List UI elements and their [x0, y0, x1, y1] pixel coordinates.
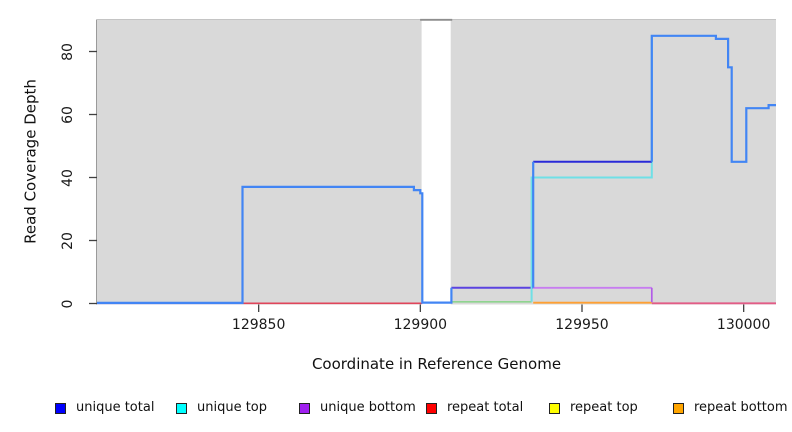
- masked-region: [421, 18, 451, 305]
- legend-item-unique-bottom: unique bottom: [299, 399, 416, 417]
- legend-label: repeat top: [570, 400, 638, 415]
- legend-item-repeat-total: repeat total: [426, 399, 523, 417]
- y-tick-label: 40: [60, 168, 76, 187]
- legend-swatch-icon: [176, 402, 187, 414]
- legend-label: repeat bottom: [694, 400, 788, 415]
- legend-label: repeat total: [447, 400, 524, 415]
- x-tick-label: 129850: [231, 317, 286, 333]
- x-axis-title: Coordinate in Reference Genome: [311, 355, 562, 373]
- y-tick-label: 20: [60, 231, 76, 250]
- x-tick-label: 130000: [716, 317, 771, 333]
- legend-item-unique-total: unique total: [55, 399, 154, 417]
- y-axis-title: Read Coverage Depth: [21, 79, 40, 244]
- legend-swatch-icon: [299, 402, 310, 414]
- x-tick-label: 129950: [555, 317, 609, 333]
- legend-item-unique-top: unique top: [176, 399, 267, 417]
- y-tick-label: 60: [60, 105, 76, 124]
- y-tick-label: 80: [60, 42, 76, 61]
- series-segment-azure-main-left: [97, 185, 453, 304]
- legend-item-repeat-top: repeat top: [549, 399, 638, 417]
- y-tick-label: 0: [60, 299, 76, 308]
- legend-swatch-icon: [426, 402, 437, 414]
- legend-swatch-icon: [673, 402, 684, 414]
- legend-swatch-icon: [549, 402, 560, 414]
- legend-label: unique top: [197, 400, 268, 415]
- legend-swatch-icon: [55, 402, 66, 414]
- x-tick-label: 129900: [393, 317, 448, 333]
- legend-label: unique total: [76, 400, 155, 415]
- legend: unique total unique top unique bottom repea…: [0, 399, 792, 419]
- legend-label: unique bottom: [320, 400, 416, 415]
- series-segment-azure-main-right: [650, 34, 776, 163]
- legend-item-repeat-bottom: repeat bottom: [673, 399, 788, 417]
